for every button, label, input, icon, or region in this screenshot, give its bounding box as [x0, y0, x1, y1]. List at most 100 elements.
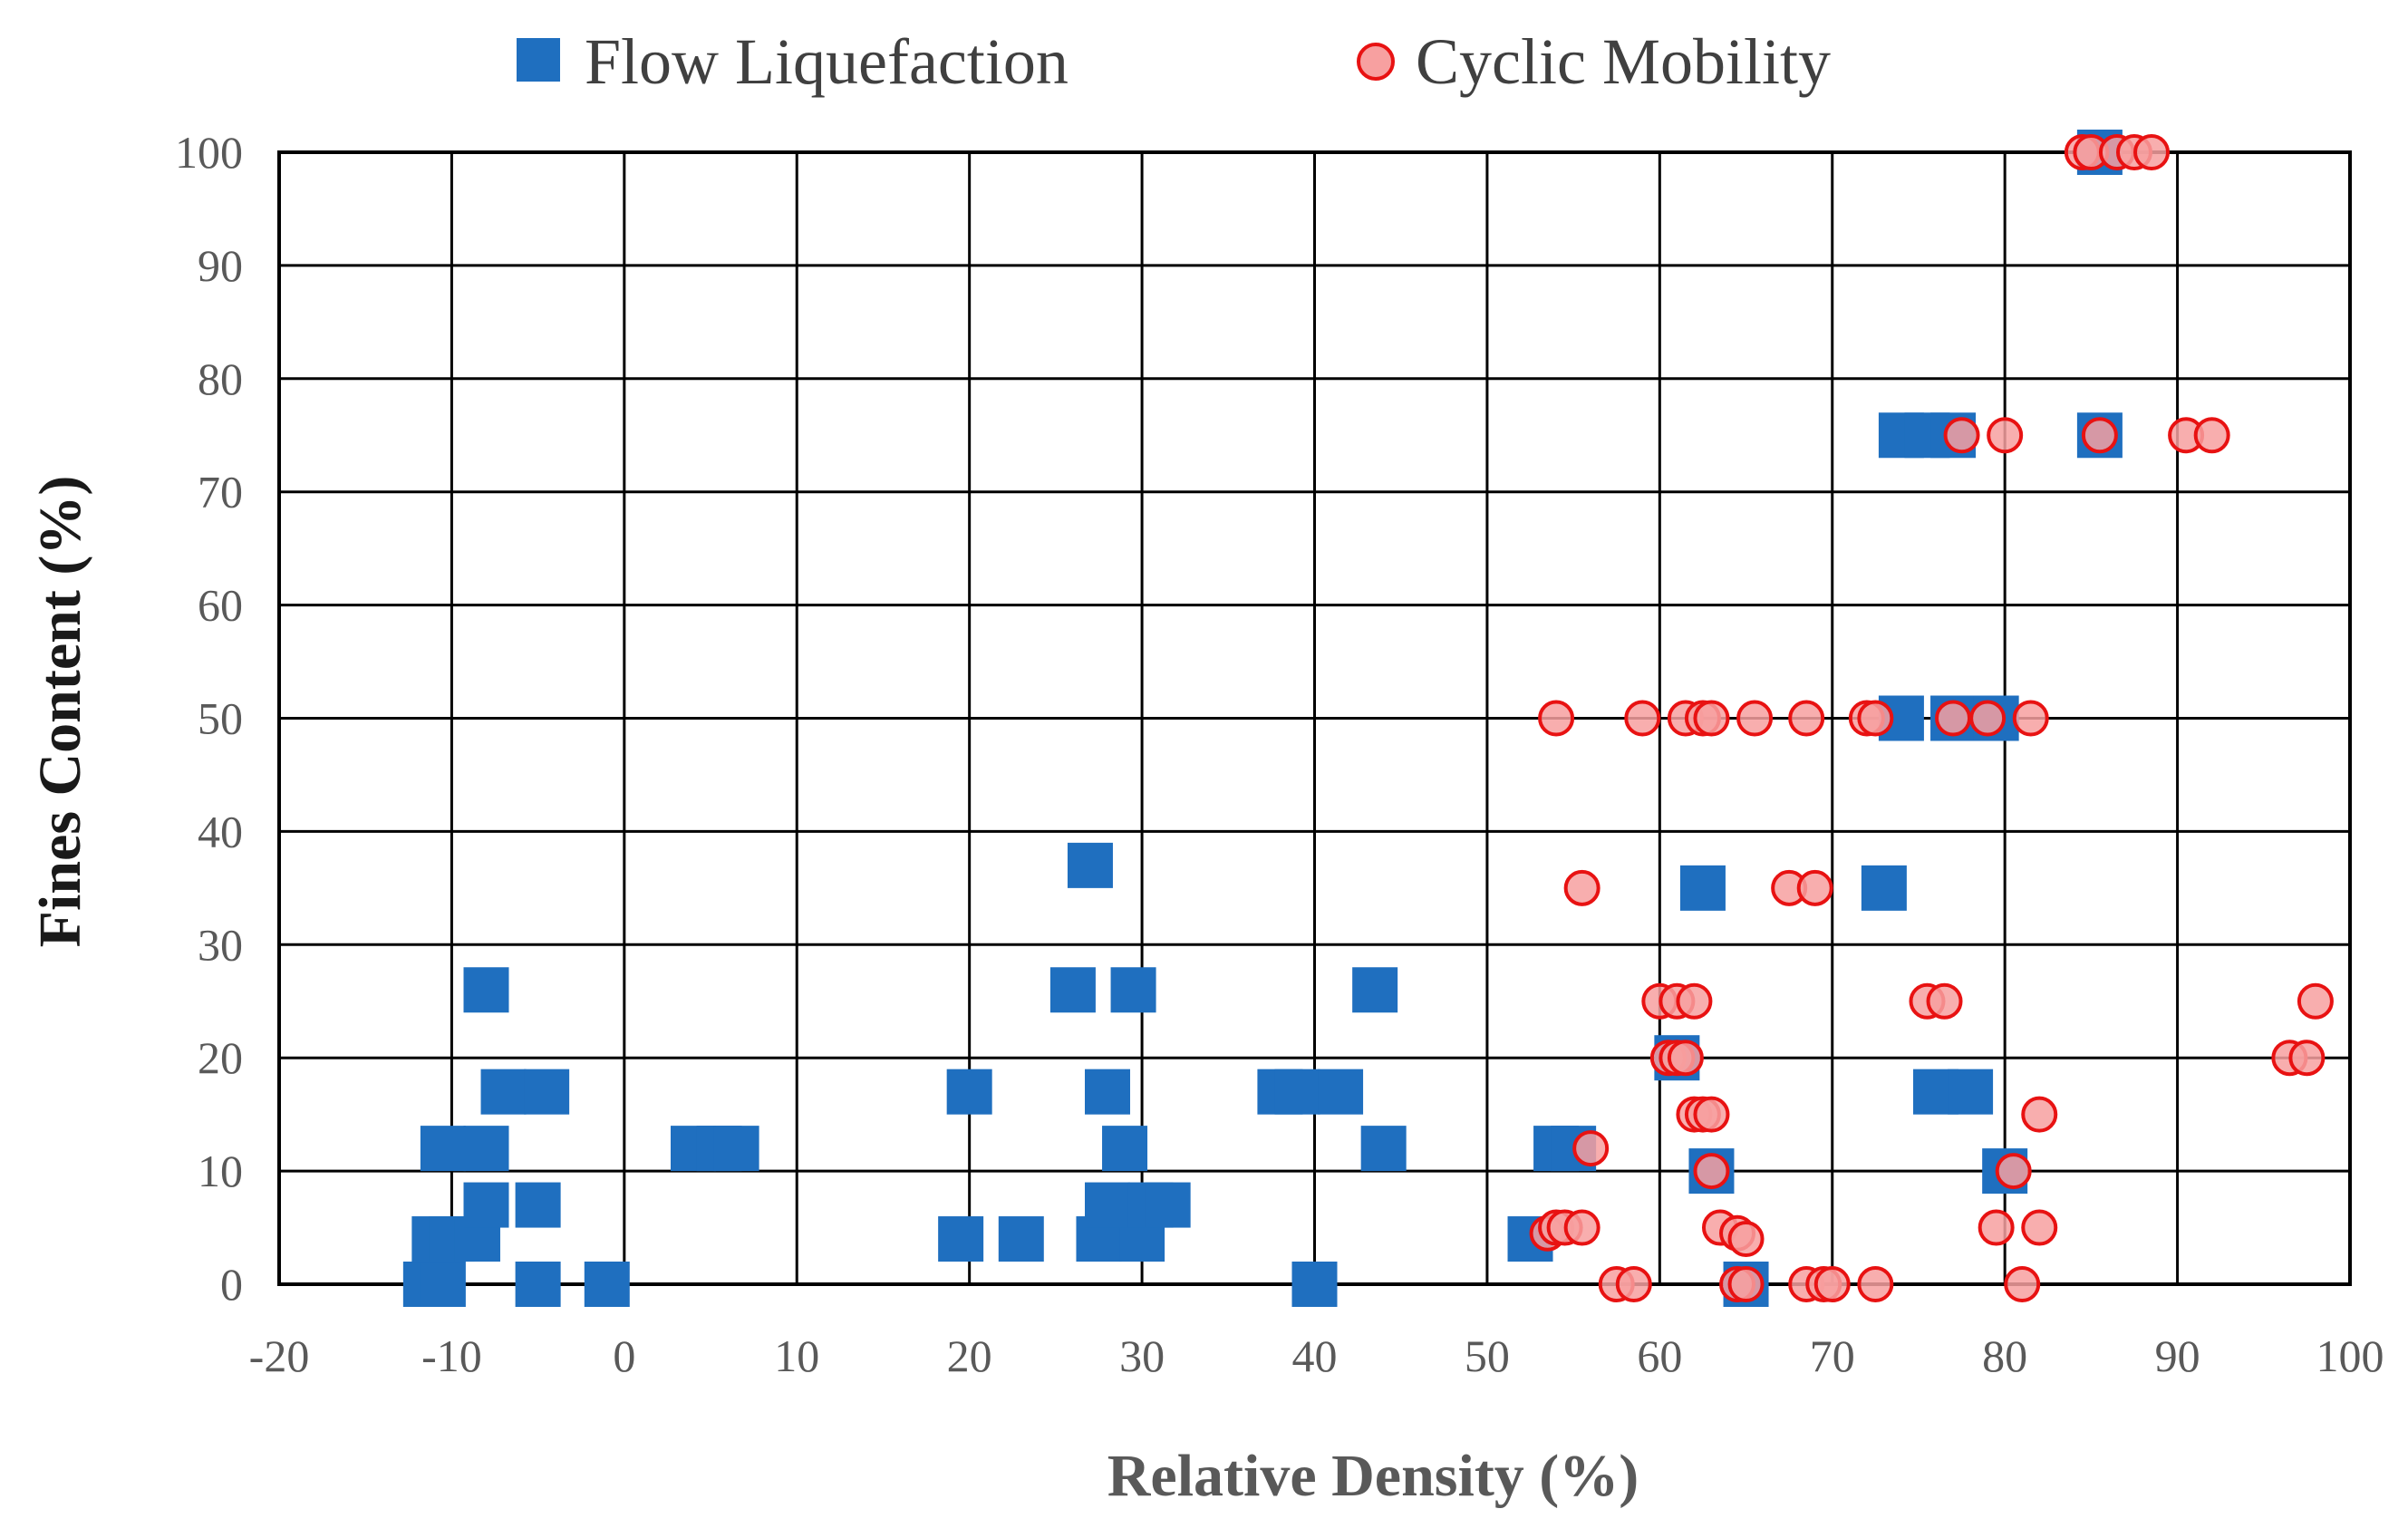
x-axis-title: Relative Density (%): [1107, 1443, 1639, 1509]
y-tick-label: 100: [175, 127, 243, 178]
flow-liquefaction-point: [515, 1262, 561, 1307]
flow-liquefaction-point: [1145, 1182, 1191, 1228]
cyclic-mobility-point: [1563, 869, 1600, 906]
y-tick-label: 90: [198, 240, 243, 291]
flow-liquefaction-point: [1274, 1069, 1320, 1115]
x-tick-label: 0: [613, 1330, 635, 1381]
flow-liquefaction-point: [1085, 1069, 1130, 1115]
cyclic-mobility-point: [1987, 417, 2024, 454]
flow-liquefaction-point: [420, 1126, 466, 1172]
cyclic-mobility-point: [1667, 1040, 1704, 1077]
cyclic-mobility-point: [1572, 1130, 1610, 1167]
cyclic-mobility-point: [1676, 982, 1713, 1020]
cyclic-mobility-point: [1926, 982, 1963, 1020]
legend-flow-label: Flow Liquefaction: [585, 25, 1069, 98]
x-tick-labels: -20 -10 0 10 20 30 40 50 60 70 80 90 100: [249, 1330, 2384, 1381]
x-tick-label: 80: [1982, 1330, 2027, 1381]
cyclic-mobility-point: [2288, 1040, 2326, 1077]
flow-liquefaction-point: [515, 1182, 561, 1228]
flow-liquefaction-point: [584, 1262, 630, 1307]
x-tick-label: 60: [1637, 1330, 1682, 1381]
legend: Flow Liquefaction Cyclic Mobility: [517, 25, 1831, 98]
flow-liquefaction-point: [1102, 1126, 1148, 1172]
y-tick-label: 30: [198, 919, 243, 970]
flow-liquefaction-point: [1679, 865, 1726, 911]
y-tick-labels: 0 10 20 30 40 50 60 70 80 90 100: [175, 127, 243, 1310]
cyclic-mobility-point: [1563, 1209, 1600, 1246]
flow-liquefaction-point: [946, 1069, 992, 1115]
cyclic-mobility-point: [1615, 1266, 1652, 1302]
cyclic-mobility-point: [1736, 700, 1774, 737]
cyclic-mobility-point: [1796, 869, 1833, 906]
cyclic-mobility-point: [2012, 700, 2049, 737]
cyclic-mobility-point: [2297, 982, 2334, 1020]
flow-liquefaction-point: [998, 1216, 1044, 1262]
flow-liquefaction-point: [1861, 865, 1907, 911]
cyclic-mobility-point: [1538, 700, 1575, 737]
x-tick-label: 100: [2316, 1330, 2384, 1381]
cyclic-mobility-point: [2081, 417, 2118, 454]
cyclic-mobility-point: [1693, 1096, 1730, 1133]
x-tick-label: 20: [947, 1330, 992, 1381]
flow-liquefaction-point: [463, 967, 509, 1013]
y-axis-title: Fines Content (%): [27, 476, 93, 948]
legend-flow-marker: [517, 38, 560, 82]
y-tick-label: 0: [220, 1259, 243, 1310]
y-tick-label: 50: [198, 693, 243, 744]
grid-layer: [279, 152, 2350, 1284]
x-tick-label: -10: [421, 1330, 482, 1381]
cyclic-mobility-point: [2021, 1096, 2058, 1133]
x-tick-label: 70: [1810, 1330, 1855, 1381]
cyclic-mobility-point: [1727, 1266, 1765, 1302]
x-tick-label: 50: [1465, 1330, 1510, 1381]
y-tick-label: 60: [198, 580, 243, 631]
x-tick-label: 40: [1292, 1330, 1338, 1381]
cyclic-mobility-point: [2133, 134, 2171, 170]
flow-liquefaction-point: [1049, 967, 1096, 1013]
cyclic-mobility-point: [2193, 417, 2230, 454]
flow-liquefaction-point: [1360, 1126, 1407, 1172]
flow-liquefaction-point: [1291, 1262, 1338, 1307]
flow-liquefaction-point: [524, 1069, 570, 1115]
cyclic-mobility-point: [1788, 700, 1825, 737]
cyclic-mobility-point: [1969, 700, 2007, 737]
flow-liquefaction-point: [1318, 1069, 1364, 1115]
cyclic-mobility-point: [2021, 1209, 2058, 1246]
cyclic-mobility-point: [1693, 1153, 1730, 1190]
flow-liquefaction-point: [1067, 842, 1113, 888]
cyclic-mobility-point: [1693, 700, 1730, 737]
y-tick-label: 40: [198, 806, 243, 856]
flow-liquefaction-point: [420, 1262, 466, 1307]
flow-liquefaction-point: [938, 1216, 984, 1262]
cyclic-mobility-point: [1943, 417, 1980, 454]
cyclic-mobility-point: [1857, 1266, 1894, 1302]
flow-liquefaction-point: [1948, 1069, 1994, 1115]
x-tick-label: -20: [249, 1330, 310, 1381]
flow-liquefaction-point: [1110, 967, 1156, 1013]
cyclic-mobility-point: [1978, 1209, 2015, 1246]
cyclic-mobility-point: [1857, 700, 1894, 737]
cyclic-mobility-point: [2004, 1266, 2041, 1302]
flow-liquefaction-point: [1085, 1182, 1130, 1228]
cyclic-mobility-points: [1529, 134, 2334, 1302]
flow-liquefaction-point: [463, 1126, 509, 1172]
y-tick-label: 70: [198, 467, 243, 518]
cyclic-mobility-point: [1727, 1221, 1765, 1258]
y-tick-label: 80: [198, 353, 243, 404]
legend-cyclic-label: Cyclic Mobility: [1416, 25, 1831, 98]
flow-liquefaction-point: [480, 1069, 527, 1115]
flow-liquefaction-point: [713, 1126, 759, 1172]
x-tick-label: 30: [1119, 1330, 1165, 1381]
cyclic-mobility-point: [1624, 700, 1661, 737]
cyclic-mobility-point: [1935, 700, 1972, 737]
y-tick-label: 20: [198, 1032, 243, 1083]
flow-liquefaction-point: [463, 1182, 509, 1228]
y-tick-label: 10: [198, 1146, 243, 1196]
cyclic-mobility-point: [1813, 1266, 1851, 1302]
cyclic-mobility-point: [1995, 1153, 2032, 1190]
x-tick-label: 90: [2155, 1330, 2200, 1381]
x-tick-label: 10: [774, 1330, 819, 1381]
flow-liquefaction-point: [1352, 967, 1398, 1013]
legend-cyclic-marker: [1357, 43, 1395, 81]
